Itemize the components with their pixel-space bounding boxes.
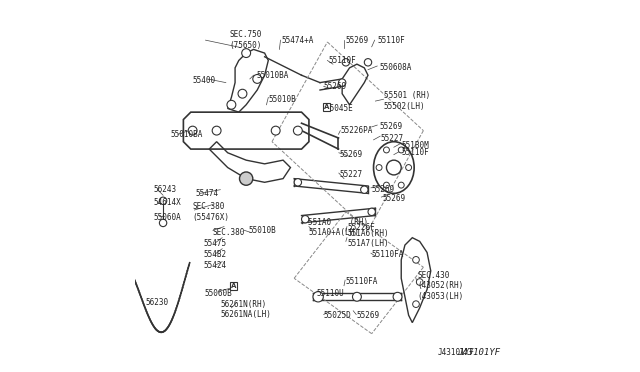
Text: 55060B: 55060B	[205, 289, 232, 298]
Text: 55010B: 55010B	[268, 95, 296, 104]
Text: 55227: 55227	[340, 170, 363, 179]
Text: 55474+A: 55474+A	[281, 36, 314, 45]
Text: SEC.380
(55476X): SEC.380 (55476X)	[193, 202, 230, 222]
Text: 55045E: 55045E	[326, 104, 353, 113]
Text: SEC.380: SEC.380	[212, 228, 244, 237]
Circle shape	[417, 279, 423, 285]
Circle shape	[406, 164, 412, 170]
Text: 55269: 55269	[382, 195, 405, 203]
Circle shape	[271, 126, 280, 135]
Text: 554B2: 554B2	[204, 250, 227, 259]
Text: 55424: 55424	[204, 261, 227, 270]
Text: 551A6(RH)
551A7(LH): 551A6(RH) 551A7(LH)	[348, 229, 389, 248]
Circle shape	[339, 79, 346, 86]
Text: J43101YF: J43101YF	[438, 349, 475, 357]
Text: 55110U: 55110U	[316, 289, 344, 298]
Text: 55226F: 55226F	[348, 223, 376, 232]
Text: 55110F: 55110F	[401, 148, 429, 157]
Circle shape	[342, 59, 349, 66]
Circle shape	[353, 292, 362, 301]
Circle shape	[383, 147, 389, 153]
Circle shape	[364, 59, 372, 66]
Text: 551B0M: 551B0M	[401, 141, 429, 150]
Text: 55269: 55269	[379, 122, 402, 131]
Text: 550608A: 550608A	[379, 63, 412, 72]
Circle shape	[238, 89, 247, 98]
Text: 56243: 56243	[153, 185, 176, 194]
Text: 55110F: 55110F	[328, 56, 356, 65]
Circle shape	[212, 126, 221, 135]
Text: 55474: 55474	[196, 189, 219, 198]
Text: 55010BA: 55010BA	[257, 71, 289, 80]
Circle shape	[188, 126, 197, 135]
Text: 55269: 55269	[357, 311, 380, 320]
Text: 55475: 55475	[204, 239, 227, 248]
Circle shape	[159, 197, 167, 205]
Circle shape	[376, 164, 382, 170]
Circle shape	[398, 182, 404, 188]
Text: 54614X: 54614X	[153, 198, 181, 207]
Text: 55226PA: 55226PA	[340, 126, 372, 135]
Circle shape	[368, 208, 376, 215]
Text: 55010B: 55010B	[248, 226, 276, 235]
Circle shape	[413, 257, 419, 263]
Text: J43101YF: J43101YF	[456, 347, 500, 357]
Text: SEC.750
(75650): SEC.750 (75650)	[230, 31, 262, 50]
Circle shape	[253, 74, 262, 83]
Text: SEC.430
(43052(RH)
(43053(LH): SEC.430 (43052(RH) (43053(LH)	[418, 271, 464, 301]
Circle shape	[242, 49, 251, 58]
Circle shape	[159, 219, 167, 227]
Text: 55227: 55227	[381, 134, 404, 142]
Text: 55400: 55400	[193, 76, 216, 85]
Circle shape	[393, 292, 402, 301]
Text: 55010BA: 55010BA	[170, 130, 203, 139]
Text: 55110F: 55110F	[377, 36, 405, 45]
Text: 55269: 55269	[372, 185, 395, 194]
Text: 55060A: 55060A	[153, 213, 181, 222]
Text: 55269: 55269	[340, 150, 363, 159]
Circle shape	[293, 126, 302, 135]
Circle shape	[227, 100, 236, 109]
Text: 56230: 56230	[146, 298, 169, 307]
Text: 55269: 55269	[324, 82, 347, 91]
Circle shape	[383, 182, 389, 188]
Text: A: A	[230, 283, 236, 289]
Circle shape	[313, 292, 323, 302]
Circle shape	[413, 301, 419, 308]
Circle shape	[360, 186, 368, 193]
Circle shape	[294, 179, 301, 186]
Text: 55501 (RH)
55502(LH): 55501 (RH) 55502(LH)	[384, 92, 430, 111]
Text: 551A0    (RH)
551A0+A(LH): 551A0 (RH) 551A0+A(LH)	[308, 218, 368, 237]
Text: 56261N(RH)
56261NA(LH): 56261N(RH) 56261NA(LH)	[220, 300, 271, 320]
Circle shape	[398, 147, 404, 153]
Text: 55025D: 55025D	[324, 311, 351, 320]
Circle shape	[387, 160, 401, 175]
Text: A: A	[324, 105, 330, 110]
Circle shape	[301, 215, 309, 223]
Circle shape	[239, 172, 253, 185]
Text: 55110FA: 55110FA	[372, 250, 404, 259]
Text: 55110FA: 55110FA	[345, 278, 378, 286]
Text: 55269: 55269	[346, 36, 369, 45]
